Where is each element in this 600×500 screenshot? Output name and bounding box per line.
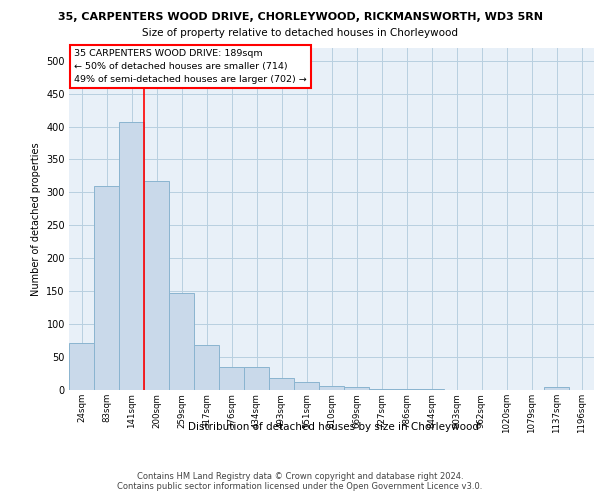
Bar <box>69 342 94 390</box>
Y-axis label: Number of detached properties: Number of detached properties <box>31 142 41 296</box>
Text: Size of property relative to detached houses in Chorleywood: Size of property relative to detached ho… <box>142 28 458 38</box>
Bar <box>344 386 369 390</box>
Bar <box>369 388 394 390</box>
Bar <box>244 367 269 390</box>
Bar <box>194 345 219 390</box>
Text: 35, CARPENTERS WOOD DRIVE, CHORLEYWOOD, RICKMANSWORTH, WD3 5RN: 35, CARPENTERS WOOD DRIVE, CHORLEYWOOD, … <box>58 12 542 22</box>
Text: Distribution of detached houses by size in Chorleywood: Distribution of detached houses by size … <box>188 422 479 432</box>
Bar <box>269 378 294 390</box>
Bar <box>94 186 119 390</box>
Bar <box>294 382 319 390</box>
Bar <box>544 388 569 390</box>
Bar <box>119 122 144 390</box>
Text: Contains public sector information licensed under the Open Government Licence v3: Contains public sector information licen… <box>118 482 482 491</box>
Bar <box>319 386 344 390</box>
Bar <box>144 180 169 390</box>
Text: 35 CARPENTERS WOOD DRIVE: 189sqm
← 50% of detached houses are smaller (714)
49% : 35 CARPENTERS WOOD DRIVE: 189sqm ← 50% o… <box>74 49 307 84</box>
Text: Contains HM Land Registry data © Crown copyright and database right 2024.: Contains HM Land Registry data © Crown c… <box>137 472 463 481</box>
Bar <box>169 293 194 390</box>
Bar <box>219 367 244 390</box>
